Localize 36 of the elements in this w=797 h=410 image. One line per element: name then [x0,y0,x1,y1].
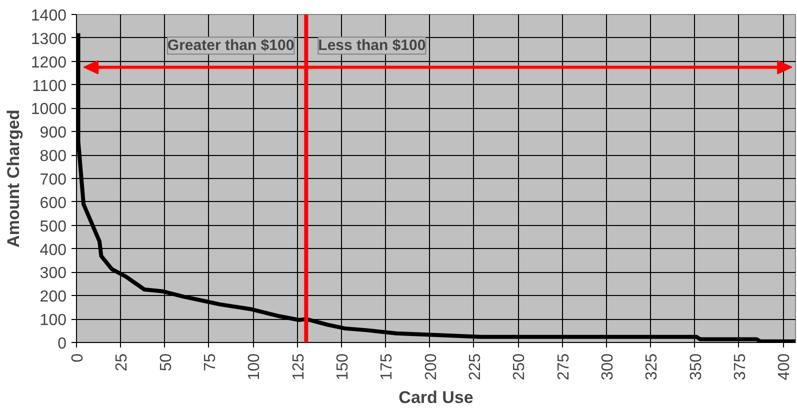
y-tick-label: 1200 [30,54,67,72]
x-tick-label: 150 [334,353,352,380]
x-tick-label: 275 [555,353,572,380]
x-tick-label: 100 [246,353,264,380]
y-axis-title: Amount Charged [4,110,23,248]
x-tick-label: 325 [644,353,661,380]
y-tick-label: 1400 [30,8,67,24]
y-tick-label: 800 [40,148,67,166]
annotation: Greater than $100 [167,37,294,54]
y-tick-label: 900 [40,124,67,142]
x-tick-label: 75 [202,353,219,372]
x-tick-label: 350 [688,353,705,380]
x-tick-label: 175 [378,353,396,380]
y-tick-label: 300 [40,265,67,282]
y-tick-label: 0 [58,336,67,352]
y-tick-label: 500 [40,218,67,236]
y-tick-label: 1100 [32,78,67,95]
y-tick-label: 600 [40,194,67,212]
x-tick-label: 50 [158,353,175,372]
y-tick-label: 1000 [30,101,67,118]
x-axis-title: Card Use [398,388,474,408]
x-tick-label: 0 [70,353,86,362]
x-tick-label: 300 [599,353,616,380]
x-tick-label: 250 [511,353,528,380]
y-tick-label: 700 [40,172,67,188]
x-tick-label: 375 [732,353,749,380]
y-tick-label: 200 [40,288,67,306]
y-tick-label: 1300 [30,30,67,48]
x-tick-label: 125 [290,353,308,380]
x-tick-label: 25 [114,353,131,372]
y-tick-label: 400 [40,242,67,259]
x-tick-label: 400 [776,353,794,380]
x-tick-label: 225 [466,353,484,380]
x-tick-label: 200 [422,353,440,380]
y-tick-label: 100 [40,312,67,330]
annotation: Less than $100 [318,37,426,54]
